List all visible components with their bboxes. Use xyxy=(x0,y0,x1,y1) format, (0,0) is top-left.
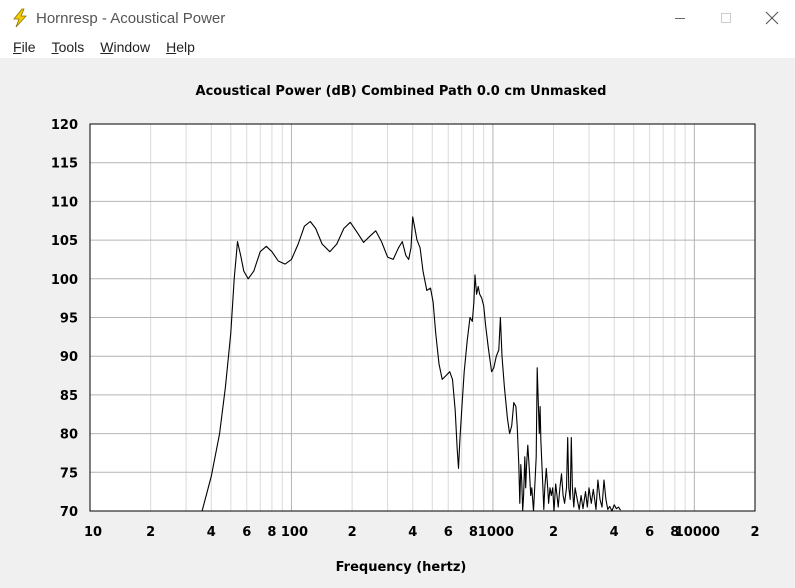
menu-help-mnemonic: H xyxy=(166,39,177,55)
x-tick-label: 2 xyxy=(146,525,155,540)
chart-area: Acoustical Power (dB) Combined Path 0.0 … xyxy=(0,58,795,588)
x-tick-label: 10000 xyxy=(675,525,720,540)
chart-title: Acoustical Power (dB) Combined Path 0.0 … xyxy=(195,84,607,99)
y-tick-label: 75 xyxy=(60,466,78,481)
menu-window-mnemonic: W xyxy=(100,39,114,55)
menu-file-label: ile xyxy=(21,39,36,55)
y-tick-label: 85 xyxy=(60,389,78,404)
menu-window-label: indow xyxy=(113,39,151,55)
x-tick-label: 1000 xyxy=(478,525,514,540)
plot-frame xyxy=(89,123,756,512)
title-bar: Hornresp - Acoustical Power xyxy=(0,0,795,36)
x-tick-label: 2 xyxy=(549,525,558,540)
x-tick-label: 4 xyxy=(207,525,216,540)
x-tick-label: 6 xyxy=(645,525,654,540)
y-tick-label: 95 xyxy=(60,312,78,327)
power-response-line xyxy=(201,216,621,512)
maximize-button[interactable] xyxy=(703,0,749,36)
y-tick-label: 120 xyxy=(51,118,78,133)
menu-tools-mnemonic: T xyxy=(51,39,59,55)
menu-bar: File Tools Window Help xyxy=(0,36,795,58)
x-tick-label: 6 xyxy=(242,525,251,540)
y-tick-label: 105 xyxy=(51,234,78,249)
menu-help[interactable]: Help xyxy=(166,39,195,55)
x-tick-label: 100 xyxy=(281,525,308,540)
x-axis-label: Frequency (hertz) xyxy=(335,560,467,575)
close-icon xyxy=(765,11,779,25)
y-tick-label: 115 xyxy=(51,157,78,172)
menu-tools-label: ools xyxy=(58,39,85,55)
power-chart: 120 115 110 105 100 95 90 85 80 75 70 10 2 4 6 8 100 2 4 6 8… xyxy=(51,118,760,540)
minimize-button[interactable] xyxy=(657,0,703,36)
x-tick-label: 4 xyxy=(610,525,619,540)
x-tick-label: 8 xyxy=(469,525,478,540)
menu-file[interactable]: File xyxy=(13,39,36,55)
window-title: Hornresp - Acoustical Power xyxy=(36,9,226,27)
x-tick-label: 4 xyxy=(408,525,417,540)
minimize-icon xyxy=(675,18,685,19)
menu-help-label: elp xyxy=(176,39,195,55)
menu-file-mnemonic: F xyxy=(13,39,22,55)
y-tick-label: 90 xyxy=(60,350,78,365)
x-tick-label: 6 xyxy=(444,525,453,540)
x-tick-label: 8 xyxy=(670,525,679,540)
x-tick-label: 8 xyxy=(267,525,276,540)
x-tick-label: 10 xyxy=(84,525,102,540)
lightning-icon xyxy=(13,8,27,28)
y-tick-label: 70 xyxy=(60,505,78,520)
close-button[interactable] xyxy=(749,0,795,36)
maximize-icon xyxy=(721,13,731,23)
menu-window[interactable]: Window xyxy=(100,39,150,55)
y-tick-label: 80 xyxy=(60,428,78,443)
menu-tools[interactable]: Tools xyxy=(52,39,85,55)
x-tick-label: 2 xyxy=(750,525,759,540)
x-tick-label: 2 xyxy=(348,525,357,540)
y-tick-label: 100 xyxy=(51,273,78,288)
y-tick-label: 110 xyxy=(51,195,78,210)
